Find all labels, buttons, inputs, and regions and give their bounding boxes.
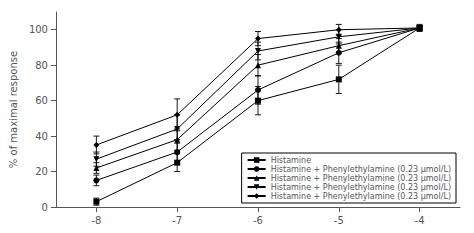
svg-text:-4: -4	[415, 215, 425, 226]
svg-text:Histamine + Phenylethylamine (: Histamine + Phenylethylamine (0.23 μmol/…	[271, 165, 451, 174]
svg-text:80: 80	[35, 60, 48, 71]
svg-text:-6: -6	[253, 215, 263, 226]
svg-text:Histamine + Phenylethylamine (: Histamine + Phenylethylamine (0.23 μmol/…	[271, 192, 451, 201]
svg-text:-5: -5	[334, 215, 344, 226]
svg-text:60: 60	[35, 95, 48, 106]
svg-text:Histamine + Phenylethylamine (: Histamine + Phenylethylamine (0.23 μmol/…	[271, 174, 451, 183]
svg-text:-7: -7	[172, 215, 182, 226]
svg-text:Histamine: Histamine	[271, 156, 312, 165]
svg-text:40: 40	[35, 131, 48, 142]
svg-text:0: 0	[42, 202, 48, 213]
svg-text:20: 20	[35, 166, 48, 177]
svg-text:100: 100	[29, 24, 48, 35]
svg-text:-8: -8	[91, 215, 101, 226]
svg-text:% of maximal response: % of maximal response	[8, 51, 19, 168]
svg-text:Histamine + Phenylethylamine (: Histamine + Phenylethylamine (0.23 μmol/…	[271, 183, 451, 192]
